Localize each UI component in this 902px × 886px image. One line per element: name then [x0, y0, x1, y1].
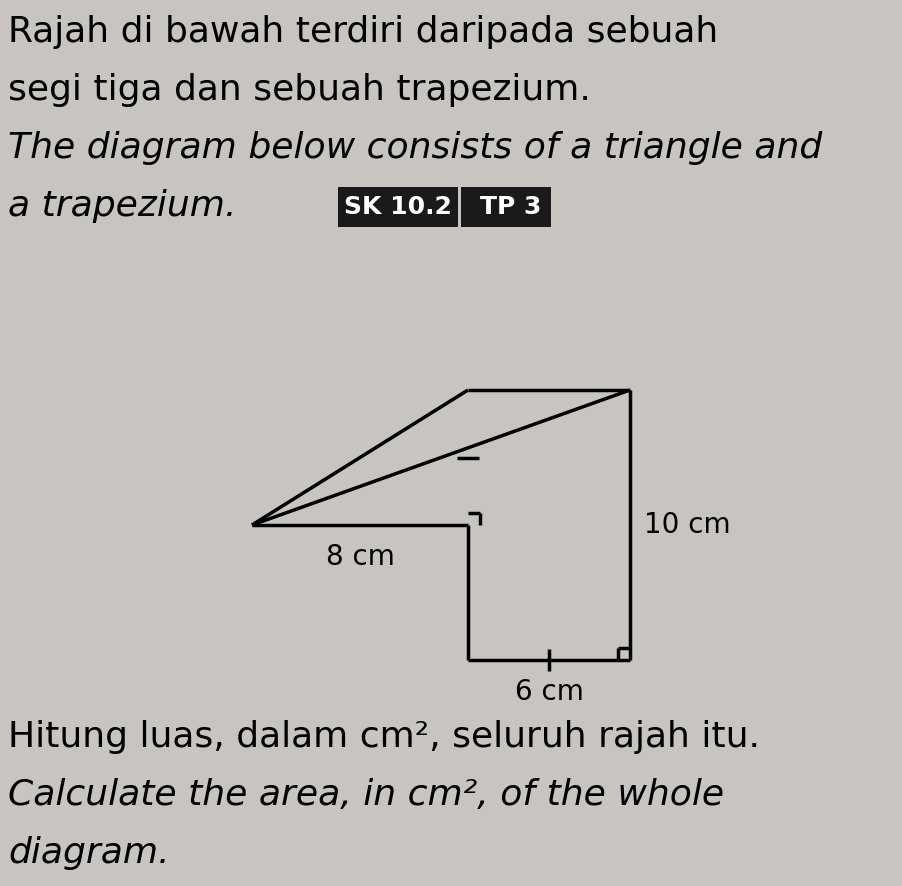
Text: The diagram below consists of a triangle and: The diagram below consists of a triangle… — [8, 131, 823, 165]
Text: segi tiga dan sebuah trapezium.: segi tiga dan sebuah trapezium. — [8, 73, 591, 107]
Text: 6 cm: 6 cm — [514, 678, 584, 706]
Text: Hitung luas, dalam cm², seluruh rajah itu.: Hitung luas, dalam cm², seluruh rajah it… — [8, 720, 760, 754]
FancyBboxPatch shape — [338, 187, 458, 227]
Text: Rajah di bawah terdiri daripada sebuah: Rajah di bawah terdiri daripada sebuah — [8, 15, 718, 49]
Text: 8 cm: 8 cm — [326, 543, 394, 571]
Text: SK 10.2: SK 10.2 — [344, 195, 452, 219]
Text: Calculate the area, in cm², of the whole: Calculate the area, in cm², of the whole — [8, 778, 724, 812]
FancyBboxPatch shape — [461, 187, 551, 227]
Text: a trapezium.: a trapezium. — [8, 189, 236, 223]
Text: diagram.: diagram. — [8, 836, 170, 870]
Text: TP 3: TP 3 — [480, 195, 542, 219]
Text: 10 cm: 10 cm — [644, 511, 731, 539]
